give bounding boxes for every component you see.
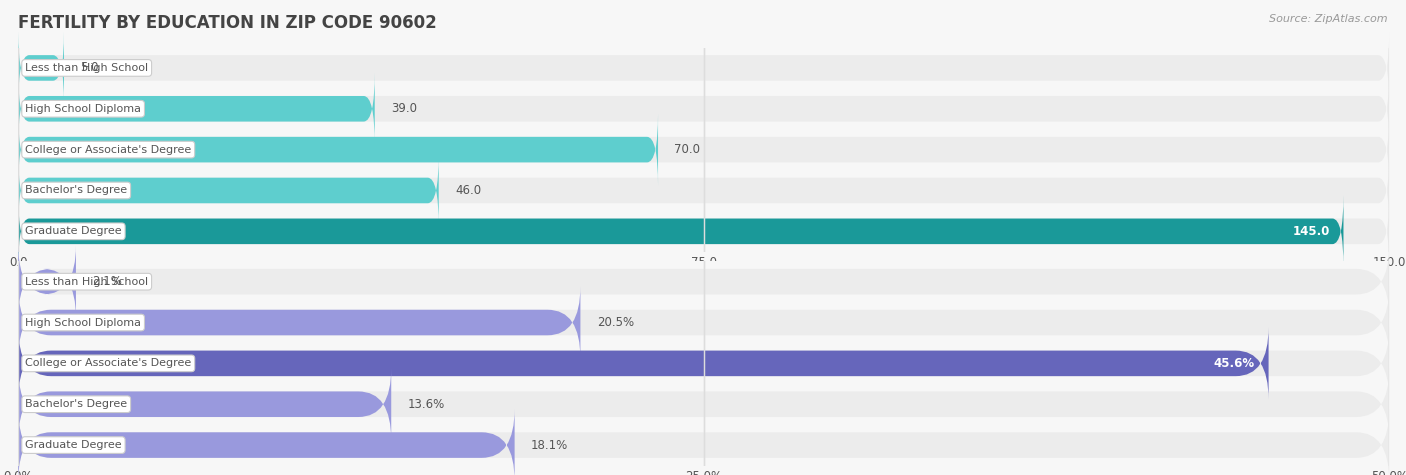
FancyBboxPatch shape [18, 73, 1389, 145]
FancyBboxPatch shape [18, 32, 1389, 104]
FancyBboxPatch shape [18, 286, 581, 359]
Text: Bachelor's Degree: Bachelor's Degree [25, 399, 128, 409]
FancyBboxPatch shape [18, 154, 439, 227]
Text: 13.6%: 13.6% [408, 398, 444, 411]
Text: 70.0: 70.0 [675, 143, 700, 156]
Text: 20.5%: 20.5% [596, 316, 634, 329]
Text: 39.0: 39.0 [391, 102, 418, 115]
Text: 145.0: 145.0 [1292, 225, 1330, 238]
FancyBboxPatch shape [18, 327, 1268, 399]
Text: College or Associate's Degree: College or Associate's Degree [25, 144, 191, 155]
FancyBboxPatch shape [18, 32, 65, 104]
FancyBboxPatch shape [18, 409, 1389, 475]
FancyBboxPatch shape [18, 114, 1389, 186]
Text: 45.6%: 45.6% [1213, 357, 1254, 370]
FancyBboxPatch shape [18, 195, 1344, 267]
Text: High School Diploma: High School Diploma [25, 104, 141, 114]
Text: Less than High School: Less than High School [25, 63, 148, 73]
Text: Source: ZipAtlas.com: Source: ZipAtlas.com [1270, 14, 1388, 24]
Text: FERTILITY BY EDUCATION IN ZIP CODE 90602: FERTILITY BY EDUCATION IN ZIP CODE 90602 [18, 14, 437, 32]
FancyBboxPatch shape [18, 246, 1389, 318]
FancyBboxPatch shape [18, 368, 1389, 440]
FancyBboxPatch shape [18, 154, 1389, 227]
Text: Bachelor's Degree: Bachelor's Degree [25, 185, 128, 196]
FancyBboxPatch shape [18, 368, 391, 440]
Text: College or Associate's Degree: College or Associate's Degree [25, 358, 191, 369]
Text: 2.1%: 2.1% [93, 275, 122, 288]
Text: 5.0: 5.0 [80, 61, 98, 75]
FancyBboxPatch shape [18, 114, 658, 186]
Text: 18.1%: 18.1% [531, 438, 568, 452]
FancyBboxPatch shape [18, 73, 375, 145]
Text: Less than High School: Less than High School [25, 276, 148, 287]
Text: High School Diploma: High School Diploma [25, 317, 141, 328]
Text: 46.0: 46.0 [456, 184, 481, 197]
Text: Graduate Degree: Graduate Degree [25, 440, 122, 450]
FancyBboxPatch shape [18, 246, 76, 318]
Text: Graduate Degree: Graduate Degree [25, 226, 122, 237]
FancyBboxPatch shape [18, 195, 1389, 267]
FancyBboxPatch shape [18, 286, 1389, 359]
FancyBboxPatch shape [18, 409, 515, 475]
FancyBboxPatch shape [18, 327, 1389, 399]
